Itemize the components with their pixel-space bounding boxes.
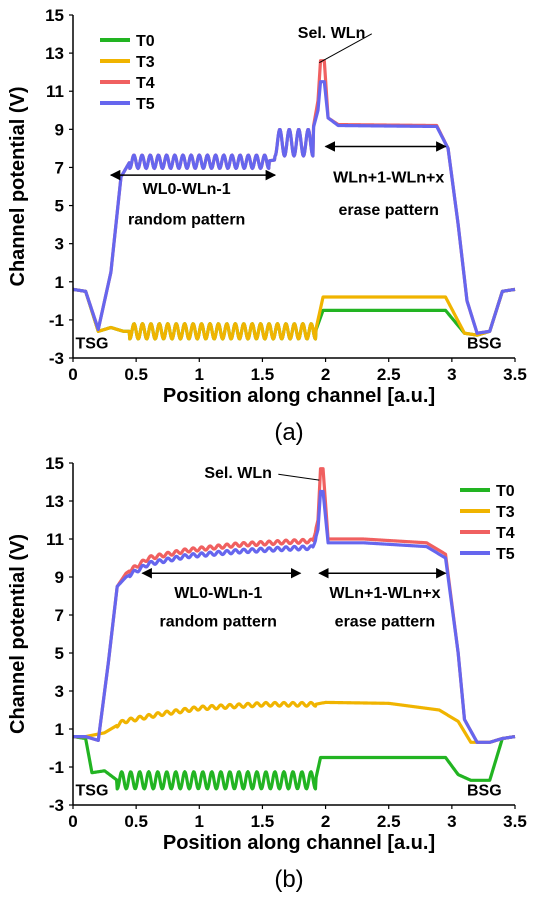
series-line-t5 — [72, 80, 516, 335]
legend-label: T0 — [136, 33, 155, 50]
y-tick-label: 9 — [55, 120, 64, 139]
annotation-text: random pattern — [128, 212, 245, 229]
x-axis-title: Position along channel [a.u.] — [163, 832, 435, 854]
legend-label: T3 — [136, 54, 155, 71]
legend-label: T4 — [136, 75, 155, 92]
annotation-text: WLn+1-WLn+x — [329, 585, 440, 602]
x-tick-label: 2.5 — [377, 365, 401, 384]
legend-label: T5 — [136, 96, 155, 113]
x-tick-label: 2 — [321, 812, 330, 831]
annotation-text: BSG — [467, 335, 502, 352]
x-tick-label: 3.5 — [503, 365, 527, 384]
legend: T0 T3 T4 T5 — [100, 33, 155, 113]
x-tick-label: 0.5 — [124, 365, 148, 384]
y-tick-label: 5 — [55, 644, 64, 663]
panel-label: (a) — [274, 419, 303, 446]
y-tick-label: 9 — [55, 568, 64, 587]
sel-wln-pointer — [319, 33, 373, 64]
x-tick-label: 1 — [195, 812, 204, 831]
y-tick-label: 3 — [55, 235, 64, 254]
y-tick-label: 15 — [45, 6, 64, 25]
annotation-text: erase pattern — [338, 202, 439, 219]
y-axis-title: Channel potential (V) — [7, 87, 29, 287]
sel-wln-pointer — [278, 473, 320, 481]
x-tick-label: 0.5 — [124, 812, 148, 831]
series-line-t3 — [72, 287, 516, 341]
annotation-text: TSG — [76, 783, 109, 800]
x-tick-label: 1.5 — [251, 365, 275, 384]
y-tick-label: 5 — [55, 197, 64, 216]
y-tick-label: -1 — [49, 758, 64, 777]
legend-label: T5 — [496, 546, 515, 563]
series-line-t3 — [72, 700, 516, 744]
legend-label: T3 — [496, 504, 515, 521]
annotation-text: WL0-WLn-1 — [174, 585, 262, 602]
y-tick-label: 1 — [55, 720, 64, 739]
series-line-t0 — [72, 735, 516, 791]
x-tick-label: 1 — [195, 365, 204, 384]
x-tick-label: 1.5 — [251, 812, 275, 831]
series-line-t4 — [72, 467, 516, 744]
annotation-text: TSG — [76, 335, 109, 352]
legend-label: T4 — [496, 525, 515, 542]
annotation-text: random pattern — [160, 613, 277, 630]
annotation-text: WLn+1-WLn+x — [333, 170, 444, 187]
y-tick-label: 7 — [55, 158, 64, 177]
y-tick-label: -3 — [49, 349, 64, 368]
y-tick-label: -3 — [49, 796, 64, 815]
y-tick-label: 11 — [46, 82, 64, 101]
y-tick-label: 1 — [55, 273, 64, 292]
annotation-text: BSG — [467, 783, 502, 800]
series-line-t5 — [72, 489, 516, 744]
annotation-text: WL0-WLn-1 — [143, 181, 231, 198]
y-tick-label: 13 — [45, 492, 64, 511]
panel-label: (b) — [274, 866, 303, 893]
y-axis-title: Channel potential (V) — [7, 534, 29, 734]
annotation-text: Sel. WLn — [204, 465, 272, 482]
x-tick-label: 3 — [447, 365, 456, 384]
legend: T0 T3 T4 T5 — [460, 483, 515, 563]
y-tick-label: 7 — [55, 606, 64, 625]
x-tick-label: 3 — [447, 812, 456, 831]
y-tick-label: 11 — [46, 530, 64, 549]
y-tick-label: 13 — [45, 44, 64, 63]
y-tick-label: 3 — [55, 682, 64, 701]
x-tick-label: 2 — [321, 365, 330, 384]
x-axis-title: Position along channel [a.u.] — [163, 385, 435, 407]
x-tick-label: 0 — [68, 365, 77, 384]
annotation-text: erase pattern — [335, 613, 436, 630]
x-tick-label: 3.5 — [503, 812, 527, 831]
y-tick-label: -1 — [49, 311, 64, 330]
x-tick-label: 0 — [68, 812, 77, 831]
y-tick-label: 15 — [45, 454, 64, 473]
legend-label: T0 — [496, 483, 515, 500]
x-tick-label: 2.5 — [377, 812, 401, 831]
annotation-text: Sel. WLn — [298, 25, 366, 42]
